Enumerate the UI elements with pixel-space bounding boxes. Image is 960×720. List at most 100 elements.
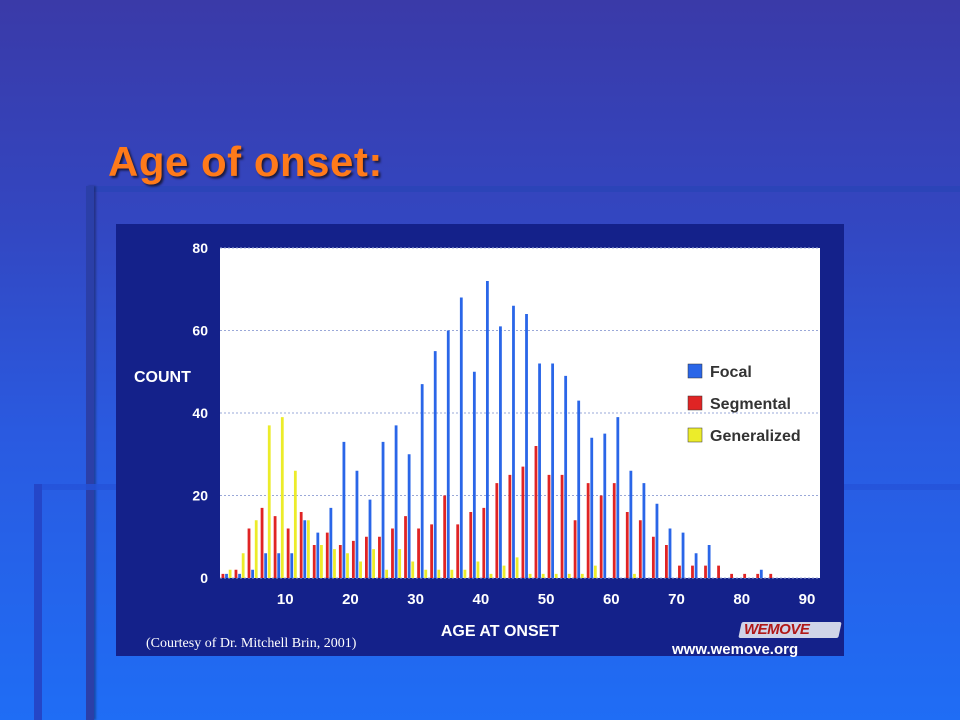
bar-segmental — [665, 545, 668, 578]
bar-generalized — [593, 565, 597, 578]
bar-segmental — [482, 507, 486, 578]
legend-label-segmental: Segmental — [710, 396, 791, 413]
x-tick-label: 50 — [538, 591, 555, 608]
bar-segmental — [625, 512, 629, 578]
bar-generalized — [372, 549, 375, 578]
bar-focal — [642, 483, 646, 578]
bar-generalized — [280, 417, 284, 578]
bar-focal — [655, 503, 659, 578]
bar-segmental — [443, 495, 447, 578]
bar-focal — [551, 363, 555, 578]
bar-segmental — [430, 524, 434, 578]
bar-focal — [707, 545, 711, 578]
bar-segmental — [299, 512, 303, 578]
bar-generalized — [554, 573, 558, 578]
x-tick-label: 80 — [733, 591, 750, 608]
bar-focal — [616, 417, 620, 578]
decor-line-left — [86, 186, 94, 720]
bar-segmental — [469, 512, 473, 578]
bar-segmental — [338, 545, 342, 578]
x-tick-label: 20 — [342, 591, 359, 608]
bar-segmental — [286, 528, 290, 578]
bar-segmental — [560, 474, 564, 578]
x-tick-label: 40 — [473, 591, 490, 608]
bar-segmental — [247, 528, 251, 578]
bar-segmental — [234, 569, 238, 578]
wemove-url: www.wemove.org — [672, 641, 799, 658]
bar-focal — [472, 371, 476, 578]
bar-focal — [316, 532, 320, 578]
bar-generalized — [580, 573, 584, 578]
bar-generalized — [411, 561, 415, 578]
y-tick-label: 60 — [192, 323, 208, 339]
bar-focal — [251, 569, 255, 578]
bar-segmental — [378, 536, 381, 578]
bar-focal — [433, 351, 437, 578]
bar-segmental — [756, 573, 760, 578]
x-tick-label: 10 — [277, 591, 294, 608]
bar-generalized — [476, 561, 480, 578]
bar-segmental — [573, 520, 577, 578]
bar-generalized — [359, 561, 362, 578]
bar-generalized — [633, 573, 636, 578]
bar-focal — [512, 305, 515, 578]
bar-focal — [538, 363, 541, 578]
bar-segmental — [365, 536, 368, 578]
bar-focal — [590, 437, 594, 578]
bar-focal — [485, 281, 489, 578]
y-axis-label: COUNT — [134, 369, 191, 386]
bar-generalized — [333, 549, 336, 578]
bar-segmental — [417, 528, 420, 578]
bar-generalized — [424, 569, 428, 578]
chart-credit: (Courtesy of Dr. Mitchell Brin, 2001) — [146, 636, 357, 651]
bar-focal — [290, 553, 294, 578]
x-tick-label: 60 — [603, 591, 620, 608]
decor-line-top — [86, 186, 960, 192]
bar-segmental — [273, 516, 277, 578]
bar-focal — [277, 553, 281, 578]
bar-segmental — [586, 483, 590, 578]
bar-focal — [668, 528, 672, 578]
bar-focal — [759, 569, 763, 578]
bar-generalized — [267, 425, 271, 578]
bar-focal — [355, 470, 359, 578]
bar-segmental — [769, 573, 773, 578]
bar-generalized — [567, 573, 571, 578]
bar-focal — [420, 384, 424, 578]
bar-focal — [681, 532, 685, 578]
y-tick-label: 0 — [200, 570, 208, 586]
bar-segmental — [521, 466, 525, 578]
bar-segmental — [717, 565, 720, 578]
bar-segmental — [456, 524, 460, 578]
bar-focal — [603, 433, 607, 578]
bar-segmental — [495, 483, 499, 578]
bar-segmental — [678, 565, 681, 578]
slide-title: Age of onset: — [108, 138, 383, 185]
bar-generalized — [528, 573, 532, 578]
bar-generalized — [437, 569, 441, 578]
bar-segmental — [260, 507, 264, 578]
bar-generalized — [241, 553, 245, 578]
bar-generalized — [254, 520, 258, 578]
bar-focal — [694, 553, 698, 578]
bar-segmental — [351, 540, 355, 578]
bar-generalized — [463, 569, 467, 578]
bar-focal — [368, 499, 372, 578]
bar-generalized — [541, 573, 545, 578]
bar-generalized — [489, 573, 493, 578]
x-axis-label: AGE AT ONSET — [441, 623, 559, 640]
bar-focal — [564, 375, 568, 578]
bar-focal — [499, 326, 502, 578]
bar-focal — [446, 330, 450, 578]
bar-focal — [629, 470, 633, 578]
bar-segmental — [704, 565, 707, 578]
bar-chart: 0 20 40 60 80 10 20 30 40 50 60 70 80 90 COUNT AGE AT O… — [134, 240, 820, 640]
bar-segmental — [651, 536, 655, 578]
bar-segmental — [404, 516, 407, 578]
y-tick-label: 40 — [192, 405, 208, 421]
bar-generalized — [385, 569, 389, 578]
bar-focal — [329, 507, 333, 578]
decor-line-lower-left — [34, 484, 42, 720]
bar-focal — [407, 454, 411, 578]
x-tick-label: 30 — [407, 591, 424, 608]
